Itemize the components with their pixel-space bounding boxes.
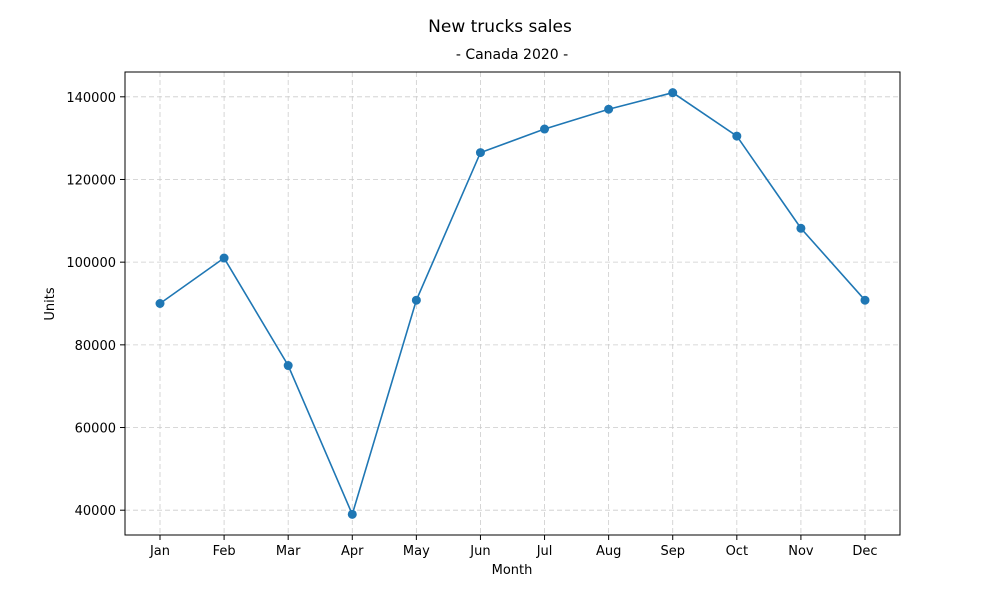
x-tick-label: Sep bbox=[660, 544, 685, 559]
data-point bbox=[668, 88, 678, 98]
data-point bbox=[475, 148, 485, 158]
data-point bbox=[796, 223, 806, 233]
x-tick-label: Nov bbox=[788, 544, 814, 559]
data-point bbox=[219, 253, 229, 263]
series-markers bbox=[155, 88, 870, 519]
y-tick-label: 120000 bbox=[66, 173, 116, 188]
x-tick-label: May bbox=[403, 544, 430, 559]
plot-area-frame bbox=[124, 71, 901, 536]
x-tick-label: Apr bbox=[341, 544, 364, 559]
series-line bbox=[159, 91, 866, 517]
x-axis-ticks: Jan Feb Mar Apr May Jun Jul Aug Sep Oct Nov Dec bbox=[149, 535, 878, 559]
data-point bbox=[347, 509, 357, 519]
chart-subtitle: - Canada 2020 - bbox=[456, 47, 568, 63]
y-tick-label: 140000 bbox=[66, 91, 116, 106]
y-axis-label: Units bbox=[43, 287, 58, 320]
x-axis-label: Month bbox=[492, 563, 533, 578]
data-point bbox=[732, 131, 742, 141]
x-tick-label: Jan bbox=[149, 544, 170, 559]
x-tick-label: Dec bbox=[852, 544, 877, 559]
y-tick-label: 100000 bbox=[66, 256, 116, 271]
data-point bbox=[860, 295, 870, 305]
x-tick-label: Oct bbox=[726, 544, 748, 559]
x-tick-label: Mar bbox=[276, 544, 301, 559]
x-tick-label: Jun bbox=[469, 544, 490, 559]
y-tick-label: 40000 bbox=[75, 504, 116, 519]
x-tick-label: Jul bbox=[536, 544, 553, 559]
x-tick-label: Feb bbox=[213, 544, 236, 559]
y-axis-ticks: 40000 60000 80000 100000 120000 140000 bbox=[66, 91, 125, 519]
data-point bbox=[155, 299, 165, 308]
y-tick-label: 60000 bbox=[75, 422, 116, 437]
data-point bbox=[411, 295, 421, 305]
data-point bbox=[604, 104, 614, 114]
data-point bbox=[540, 124, 550, 134]
chart-title: New trucks sales bbox=[428, 17, 572, 37]
grid-lines bbox=[125, 72, 900, 535]
data-point bbox=[283, 361, 293, 371]
x-tick-label: Aug bbox=[596, 544, 621, 559]
y-tick-label: 80000 bbox=[75, 339, 116, 354]
